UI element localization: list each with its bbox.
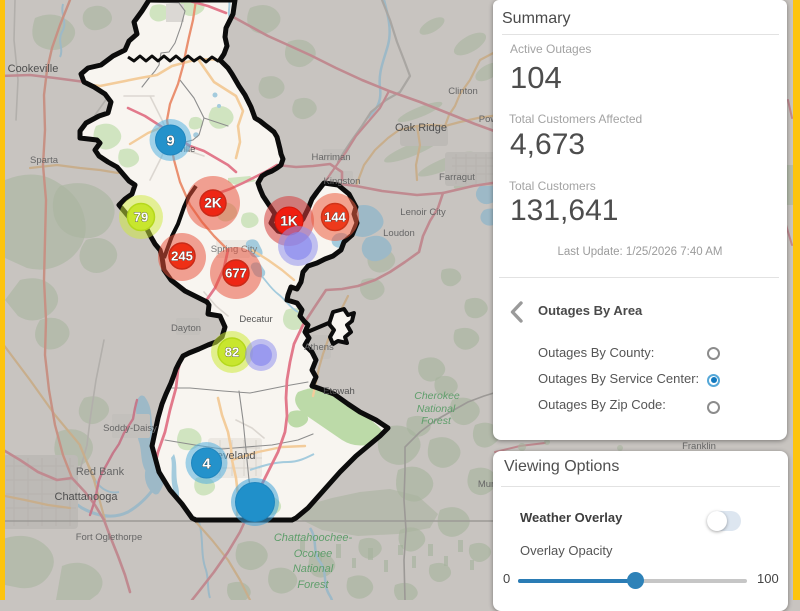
svg-text:Pow: Pow — [479, 114, 498, 125]
svg-text:144: 144 — [324, 210, 346, 225]
svg-text:677: 677 — [225, 266, 247, 281]
svg-text:National: National — [417, 403, 456, 415]
svg-text:Soddy-Daisy: Soddy-Daisy — [103, 423, 157, 434]
svg-text:Red Bank: Red Bank — [76, 466, 125, 478]
svg-text:Mur: Mur — [478, 479, 494, 490]
svg-text:Chattanooga: Chattanooga — [55, 491, 119, 503]
svg-text:National: National — [293, 563, 334, 575]
svg-text:Fort Oglethorpe: Fort Oglethorpe — [76, 532, 143, 543]
svg-text:Cookeville: Cookeville — [8, 63, 59, 75]
svg-text:Forest: Forest — [297, 579, 329, 591]
svg-text:245: 245 — [171, 249, 193, 264]
svg-text:Dayton: Dayton — [171, 323, 201, 334]
svg-text:Kingston: Kingston — [324, 176, 361, 187]
svg-text:Etowah: Etowah — [323, 386, 355, 397]
svg-text:Franklin: Franklin — [682, 441, 716, 452]
svg-text:4: 4 — [202, 456, 211, 473]
svg-text:Farragut: Farragut — [439, 172, 475, 183]
svg-text:79: 79 — [134, 210, 148, 225]
svg-text:9: 9 — [166, 133, 174, 150]
svg-text:Chattahoochee-: Chattahoochee- — [274, 532, 353, 544]
svg-text:Harriman: Harriman — [311, 152, 350, 163]
svg-text:Clinton: Clinton — [448, 86, 478, 97]
svg-text:Cherokee: Cherokee — [414, 390, 460, 402]
svg-text:Lenoir City: Lenoir City — [400, 207, 446, 218]
svg-text:Oak Ridge: Oak Ridge — [395, 122, 447, 134]
svg-text:Athens: Athens — [304, 342, 334, 353]
svg-text:Decatur: Decatur — [239, 314, 272, 325]
svg-text:2K: 2K — [204, 196, 222, 211]
svg-text:82: 82 — [225, 345, 239, 360]
svg-text:Loudon: Loudon — [383, 228, 415, 239]
svg-text:Sparta: Sparta — [30, 155, 59, 166]
svg-text:Oconee: Oconee — [294, 548, 333, 560]
svg-text:Forest: Forest — [421, 415, 452, 427]
svg-text:1K: 1K — [280, 214, 298, 229]
